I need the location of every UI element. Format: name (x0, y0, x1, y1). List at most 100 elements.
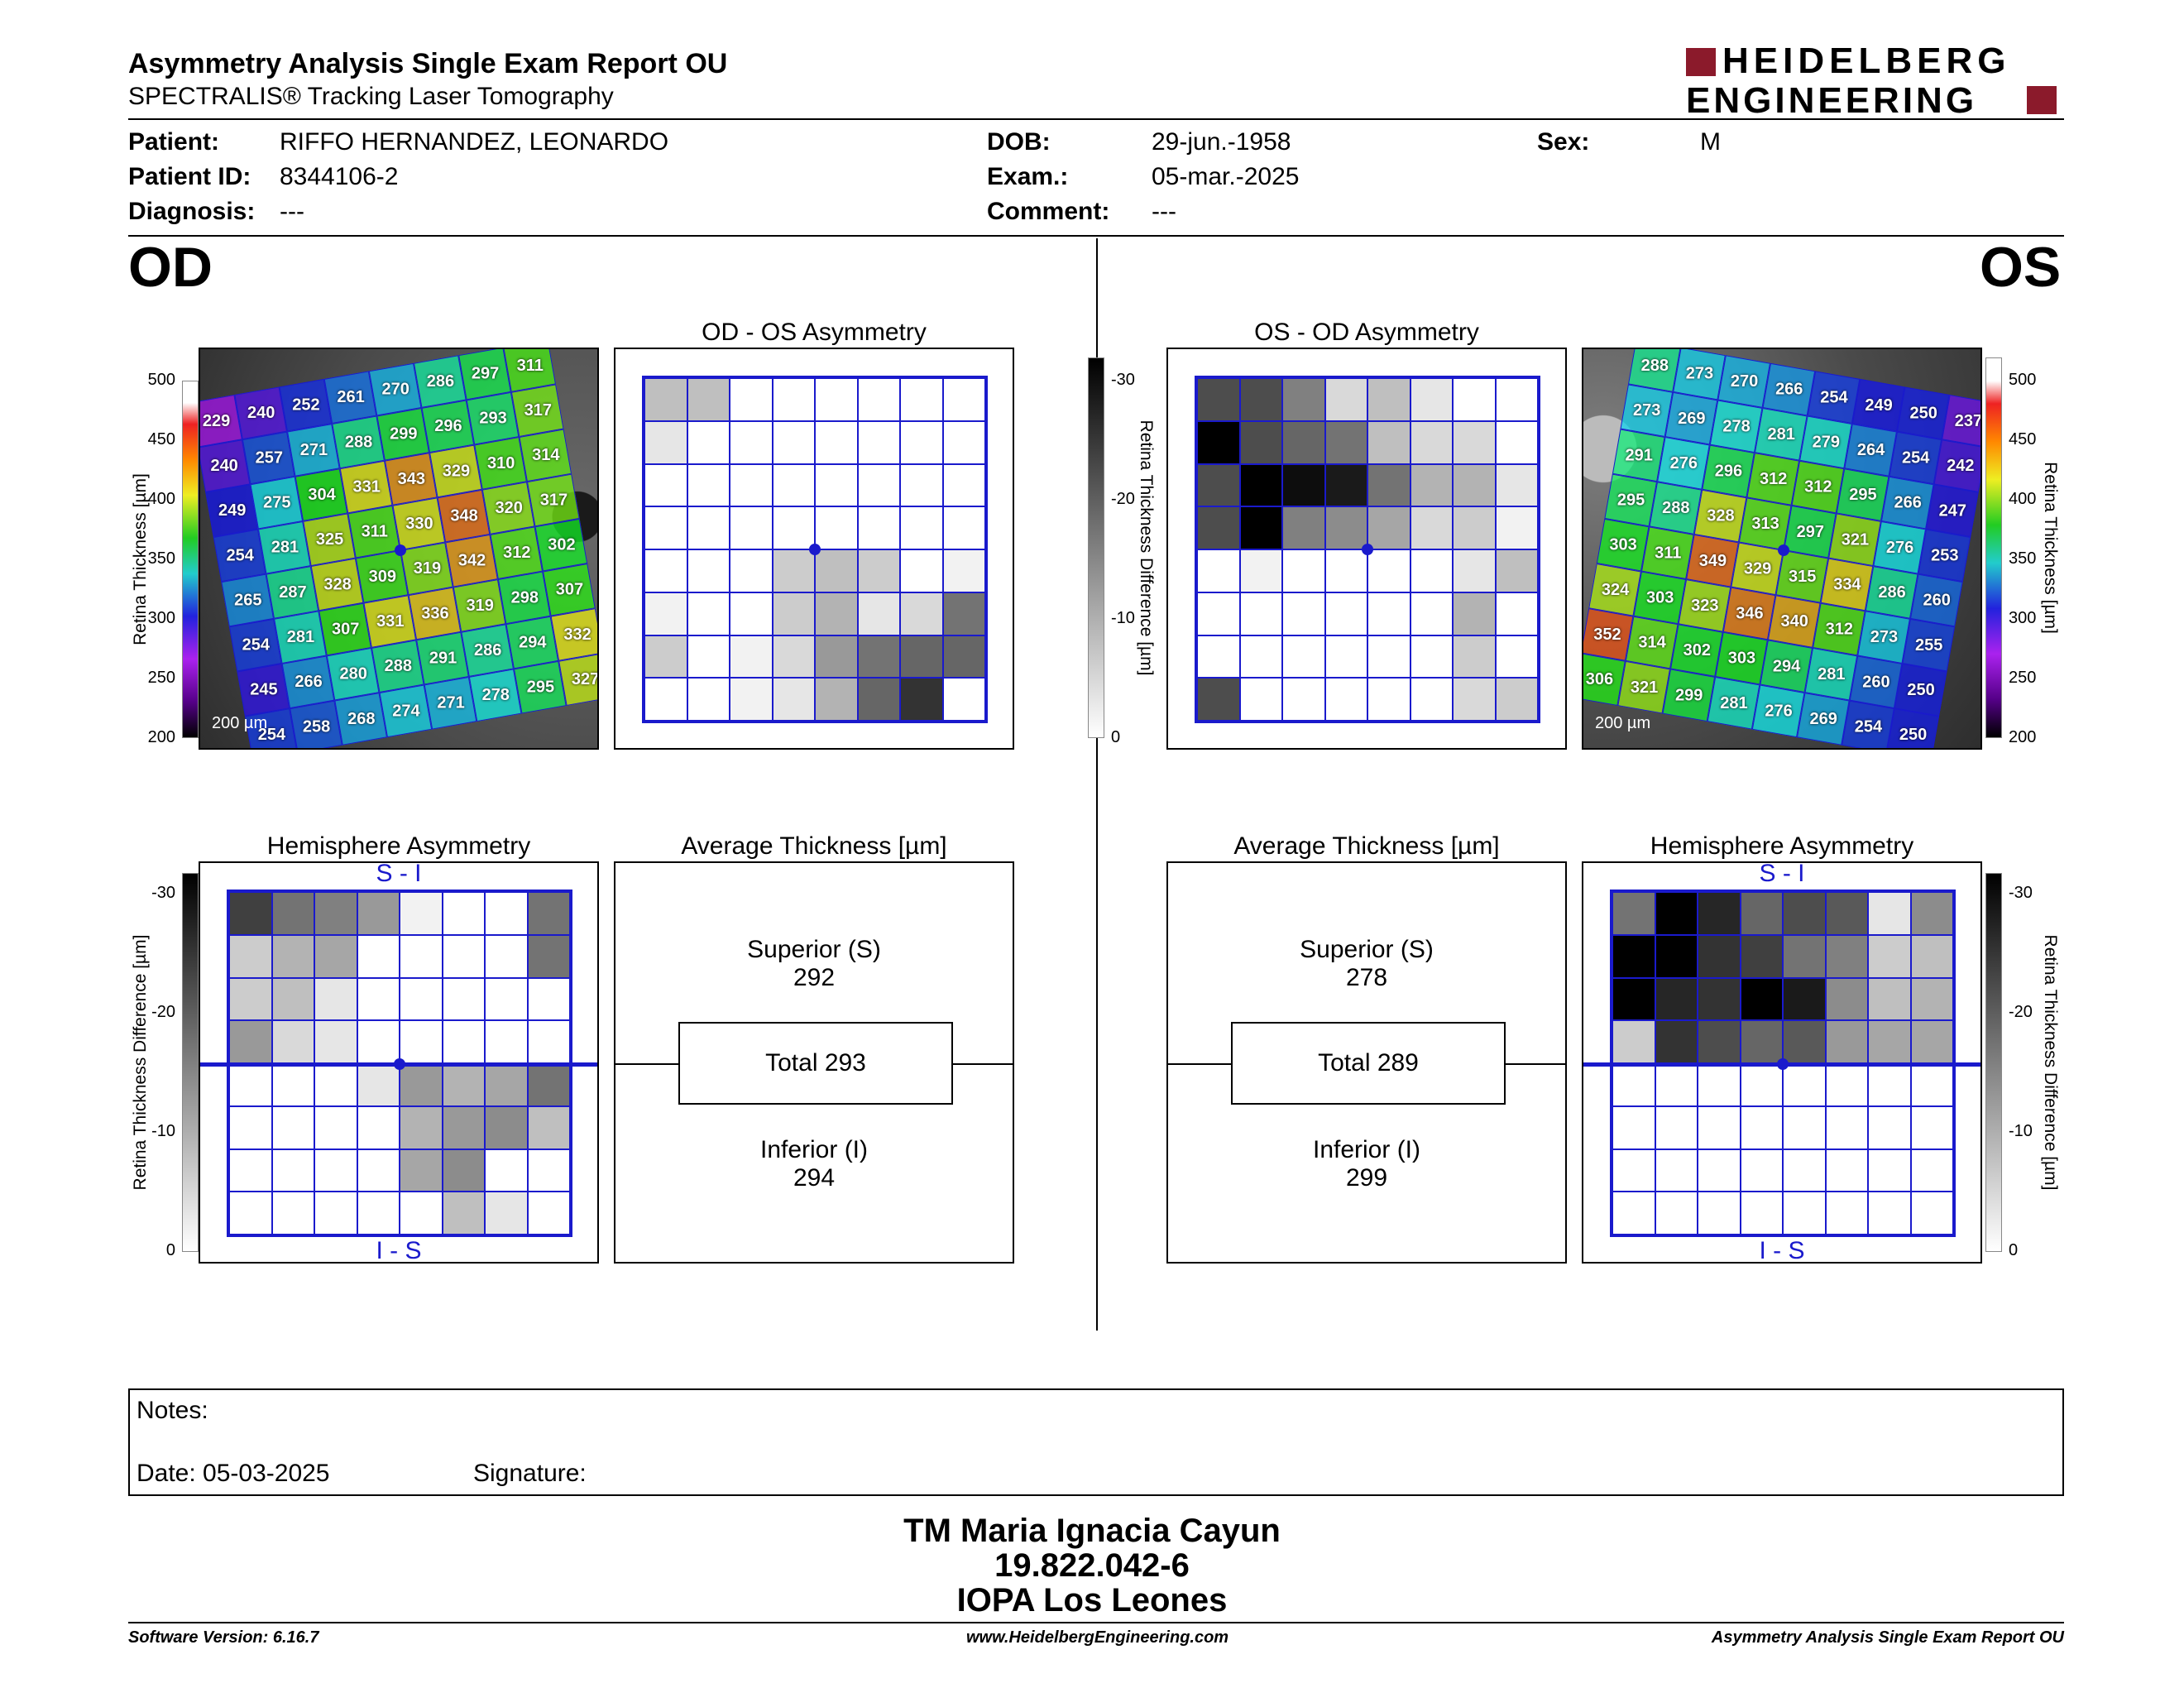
od-diff-tick-label: -20 (151, 1003, 175, 1021)
os-asym-cell (1453, 678, 1496, 721)
os-thickness-cell: 349 (1686, 534, 1739, 587)
od-thickness-value: 271 (436, 693, 465, 712)
od-thickness-value: 287 (278, 583, 307, 602)
od-thickness-value: 320 (494, 498, 523, 517)
os-thickness-value: 250 (1899, 725, 1927, 744)
os-thickness-cell: 242 (1933, 439, 1980, 492)
od-thickness-cell: 296 (421, 400, 475, 453)
exam-label: Exam.: (987, 163, 1069, 190)
od-asym-cell (772, 378, 815, 421)
od-thickness-cell: 245 (237, 663, 290, 717)
os-asym-cell (1324, 378, 1367, 421)
os-thickness-tick-label: 200 (2009, 728, 2037, 746)
od-scale-text: 200 µm (212, 714, 268, 732)
os-diff-top-tick-label: 0 (1111, 728, 1121, 746)
od-asym-cell (815, 420, 858, 464)
od-hemi-cell (271, 977, 314, 1021)
od-hemi-cell (442, 1105, 485, 1149)
os-hemi-cell (1740, 977, 1783, 1021)
os-hemi-cell (1868, 1105, 1911, 1149)
od-hemi-cell (442, 1192, 485, 1235)
od-asym-fovea-dot (809, 544, 821, 555)
os-thickness-value: 340 (1780, 611, 1808, 631)
od-thickness-cell: 302 (534, 518, 588, 572)
os-asym-cell (1197, 378, 1240, 421)
od-asym-cell (687, 678, 730, 721)
od-thickness-value: 298 (510, 587, 539, 607)
od-asym-cell (942, 549, 985, 592)
od-thickness-value: 319 (413, 559, 441, 578)
od-thickness-value: 342 (457, 551, 486, 570)
od-hemi-cell (271, 934, 314, 978)
os-asym-cell (1239, 378, 1282, 421)
os-hemi-cell (1740, 1192, 1783, 1235)
os-thickness-value: 312 (1803, 477, 1832, 496)
signer-name: TM Maria Ignacia Cayun (903, 1513, 1281, 1549)
diagnosis-label: Diagnosis: (128, 198, 256, 225)
od-asym-cell (815, 678, 858, 721)
os-thickness-value: 242 (1946, 456, 1975, 475)
od-hemi-cell (400, 1020, 443, 1063)
od-hemi-cell (357, 1105, 400, 1149)
os-thickness-value: 276 (1885, 538, 1913, 557)
od-thickness-value: 291 (429, 649, 457, 668)
os-diff-axis-label: Retina Thickness Difference [µm] (2041, 934, 2060, 1191)
od-hemi-cell (485, 934, 528, 978)
od-asym-cell (815, 463, 858, 507)
od-diff-tick-label: -30 (151, 884, 175, 902)
od-diff-axis-label: Retina Thickness Difference [µm] (131, 934, 150, 1191)
os-thickness-value: 291 (1625, 445, 1653, 464)
od-asym-cell (942, 506, 985, 549)
od-thickness-cell: 249 (205, 484, 258, 538)
od-asym-cell (900, 420, 943, 464)
od-asym-cell (900, 463, 943, 507)
os-asym-cell (1410, 420, 1453, 464)
os-hemi-cell (1910, 1105, 1953, 1149)
os-hemi-cell (1655, 1192, 1698, 1235)
od-thickness-value: 286 (426, 372, 454, 391)
os-hemi-cell (1825, 1020, 1868, 1063)
od-hemi-cell (442, 1149, 485, 1192)
os-thickness-colorbar (1985, 357, 2002, 738)
os-superior-value: 278 (1345, 964, 1388, 991)
od-asym-cell (772, 635, 815, 679)
os-thickness-value: 253 (1930, 545, 1959, 564)
od-thickness-value: 330 (405, 514, 433, 533)
od-thickness-value: 261 (336, 387, 365, 406)
od-diff-tick-label: -10 (151, 1122, 175, 1140)
od-thickness-cell: 311 (347, 505, 400, 559)
od-thickness-value: 317 (539, 490, 568, 509)
od-thickness-cell: 271 (424, 676, 477, 730)
os-hemi-cell (1612, 1105, 1655, 1149)
od-thickness-value: 288 (384, 656, 412, 675)
od-total-box: Total 293 (678, 1022, 953, 1105)
od-hemi-cell (527, 934, 570, 978)
os-hemi-cell (1783, 1192, 1826, 1235)
od-thickness-value: 311 (516, 356, 544, 375)
od-diff-colorbar (182, 873, 199, 1252)
os-asym-cell (1495, 678, 1538, 721)
od-thickness-cell: 330 (392, 497, 446, 550)
os-thickness-cell: 281 (1754, 407, 1808, 461)
od-hemi-cell (527, 1105, 570, 1149)
os-hemi-cell (1698, 892, 1741, 935)
os-diff-colorbar-top (1088, 357, 1104, 738)
od-hemi-cell (527, 1020, 570, 1063)
os-asym-cell (1453, 635, 1496, 679)
notes-label: Notes: (136, 1397, 208, 1424)
od-thickness-value: 229 (202, 411, 230, 430)
od-thickness-cell: 281 (274, 611, 327, 664)
os-thickness-cell: 273 (1620, 384, 1674, 438)
od-hemi-title: Hemisphere Asymmetry (266, 832, 531, 860)
od-thickness-value: 314 (531, 445, 559, 464)
os-hemi-cell (1698, 1149, 1741, 1192)
od-asym-cell (687, 592, 730, 635)
os-thickness-cell: 314 (1625, 616, 1679, 669)
os-asym-cell (1239, 420, 1282, 464)
od-thickness-axis-label: Retina Thickness [µm] (131, 473, 150, 645)
os-thickness-value: 302 (1683, 640, 1711, 659)
os-thickness-value: 286 (1877, 583, 1906, 602)
od-thickness-value: 271 (299, 440, 328, 459)
od-diff-tick-label: 0 (165, 1241, 175, 1259)
os-hemi-cell (1868, 934, 1911, 978)
